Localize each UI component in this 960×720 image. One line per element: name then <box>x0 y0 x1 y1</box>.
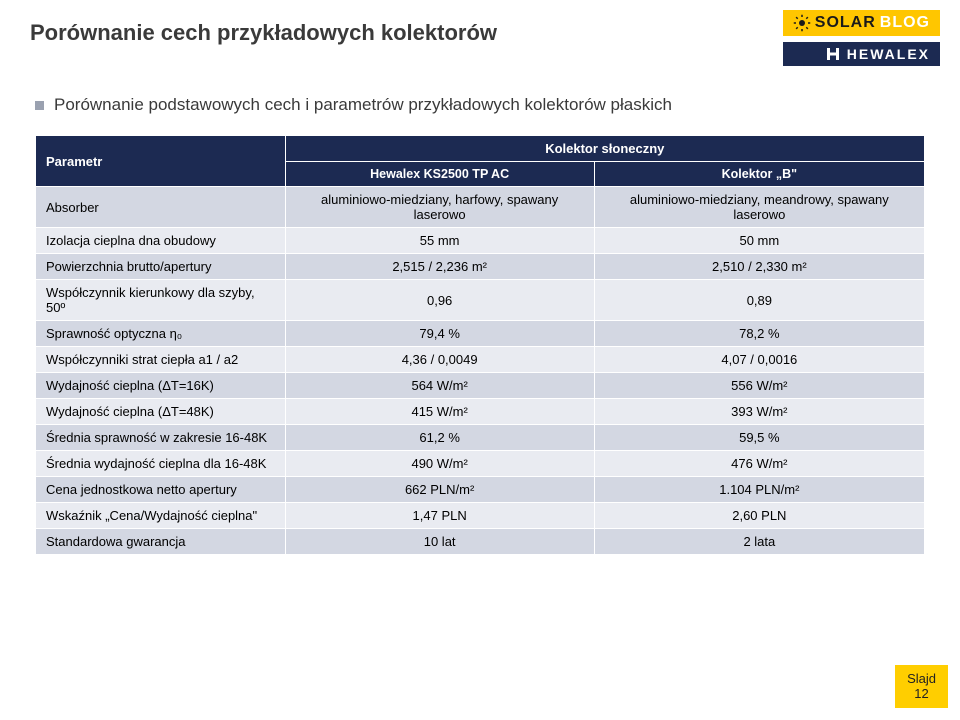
table-row: Średnia wydajność cieplna dla 16-48K490 … <box>36 451 925 477</box>
table-header-row-1: Parametr Kolektor słoneczny <box>36 136 925 162</box>
row-label: Średnia sprawność w zakresie 16-48K <box>36 425 286 451</box>
table-row: Standardowa gwarancja10 lat2 lata <box>36 529 925 555</box>
row-label: Wydajność cieplna (ΔT=48K) <box>36 399 286 425</box>
row-col1: 55 mm <box>285 228 594 254</box>
row-col2: 0,89 <box>594 280 924 321</box>
bullet-icon <box>35 101 44 110</box>
row-label: Cena jednostkowa netto apertury <box>36 477 286 503</box>
row-col1: 564 W/m² <box>285 373 594 399</box>
table: Parametr Kolektor słoneczny Hewalex KS25… <box>35 135 925 555</box>
th-kolektor: Kolektor słoneczny <box>285 136 924 162</box>
row-label: Wydajność cieplna (ΔT=16K) <box>36 373 286 399</box>
page-title: Porównanie cech przykładowych kolektorów <box>30 20 497 46</box>
table-row: Współczynniki strat ciepła a1 / a24,36 /… <box>36 347 925 373</box>
blog-text: BLOG <box>880 14 930 32</box>
hewalex-logo: HEWALEX <box>783 42 940 66</box>
table-row: Cena jednostkowa netto apertury662 PLN/m… <box>36 477 925 503</box>
row-col2: 78,2 % <box>594 321 924 347</box>
row-col1: 10 lat <box>285 529 594 555</box>
row-col1: 2,515 / 2,236 m² <box>285 254 594 280</box>
row-label: Średnia wydajność cieplna dla 16-48K <box>36 451 286 477</box>
row-col2: 4,07 / 0,0016 <box>594 347 924 373</box>
th-col1: Hewalex KS2500 TP AC <box>285 162 594 187</box>
row-col2: 59,5 % <box>594 425 924 451</box>
row-col1: 1,47 PLN <box>285 503 594 529</box>
row-col1: 4,36 / 0,0049 <box>285 347 594 373</box>
row-col2: 1.104 PLN/m² <box>594 477 924 503</box>
table-row: Wydajność cieplna (ΔT=16K)564 W/m²556 W/… <box>36 373 925 399</box>
row-label: Absorber <box>36 187 286 228</box>
row-col2: 50 mm <box>594 228 924 254</box>
row-col2: 556 W/m² <box>594 373 924 399</box>
table-row: Średnia sprawność w zakresie 16-48K61,2 … <box>36 425 925 451</box>
table-row: Wskaźnik „Cena/Wydajność cieplna"1,47 PL… <box>36 503 925 529</box>
subtitle-text: Porównanie podstawowych cech i parametró… <box>54 95 672 115</box>
solarblog-logo: SOLAR BLOG <box>783 10 940 36</box>
slide-number: 12 <box>907 686 936 702</box>
table-header: Parametr Kolektor słoneczny Hewalex KS25… <box>36 136 925 187</box>
slide-badge: Slajd 12 <box>895 665 948 708</box>
row-col1: 0,96 <box>285 280 594 321</box>
subtitle-row: Porównanie podstawowych cech i parametró… <box>35 95 672 115</box>
row-col1: 61,2 % <box>285 425 594 451</box>
table-row: Sprawność optyczna η₀79,4 %78,2 % <box>36 321 925 347</box>
sun-icon <box>793 14 811 32</box>
slide-label: Slajd <box>907 671 936 687</box>
row-label: Izolacja cieplna dna obudowy <box>36 228 286 254</box>
row-col2: 476 W/m² <box>594 451 924 477</box>
table-row: Wydajność cieplna (ΔT=48K)415 W/m²393 W/… <box>36 399 925 425</box>
row-col1: aluminiowo-miedziany, harfowy, spawany l… <box>285 187 594 228</box>
comparison-table: Parametr Kolektor słoneczny Hewalex KS25… <box>35 135 925 555</box>
row-col2: 2 lata <box>594 529 924 555</box>
row-label: Współczynniki strat ciepła a1 / a2 <box>36 347 286 373</box>
table-row: Absorberaluminiowo-miedziany, harfowy, s… <box>36 187 925 228</box>
table-row: Współczynnik kierunkowy dla szyby, 50º0,… <box>36 280 925 321</box>
row-col2: 2,510 / 2,330 m² <box>594 254 924 280</box>
th-col2: Kolektor „B" <box>594 162 924 187</box>
row-col1: 79,4 % <box>285 321 594 347</box>
hewalex-text: HEWALEX <box>847 46 930 62</box>
h-icon <box>825 46 841 62</box>
row-col2: 393 W/m² <box>594 399 924 425</box>
row-label: Powierzchnia brutto/apertury <box>36 254 286 280</box>
row-label: Wskaźnik „Cena/Wydajność cieplna" <box>36 503 286 529</box>
row-col2: 2,60 PLN <box>594 503 924 529</box>
row-col2: aluminiowo-miedziany, meandrowy, spawany… <box>594 187 924 228</box>
table-body: Absorberaluminiowo-miedziany, harfowy, s… <box>36 187 925 555</box>
th-parametr: Parametr <box>36 136 286 187</box>
row-col1: 662 PLN/m² <box>285 477 594 503</box>
row-label: Współczynnik kierunkowy dla szyby, 50º <box>36 280 286 321</box>
row-col1: 415 W/m² <box>285 399 594 425</box>
solar-text: SOLAR <box>815 14 876 32</box>
header-logos: SOLAR BLOG HEWALEX <box>783 10 940 66</box>
row-label: Standardowa gwarancja <box>36 529 286 555</box>
row-label: Sprawność optyczna η₀ <box>36 321 286 347</box>
row-col1: 490 W/m² <box>285 451 594 477</box>
table-row: Izolacja cieplna dna obudowy55 mm50 mm <box>36 228 925 254</box>
table-row: Powierzchnia brutto/apertury2,515 / 2,23… <box>36 254 925 280</box>
